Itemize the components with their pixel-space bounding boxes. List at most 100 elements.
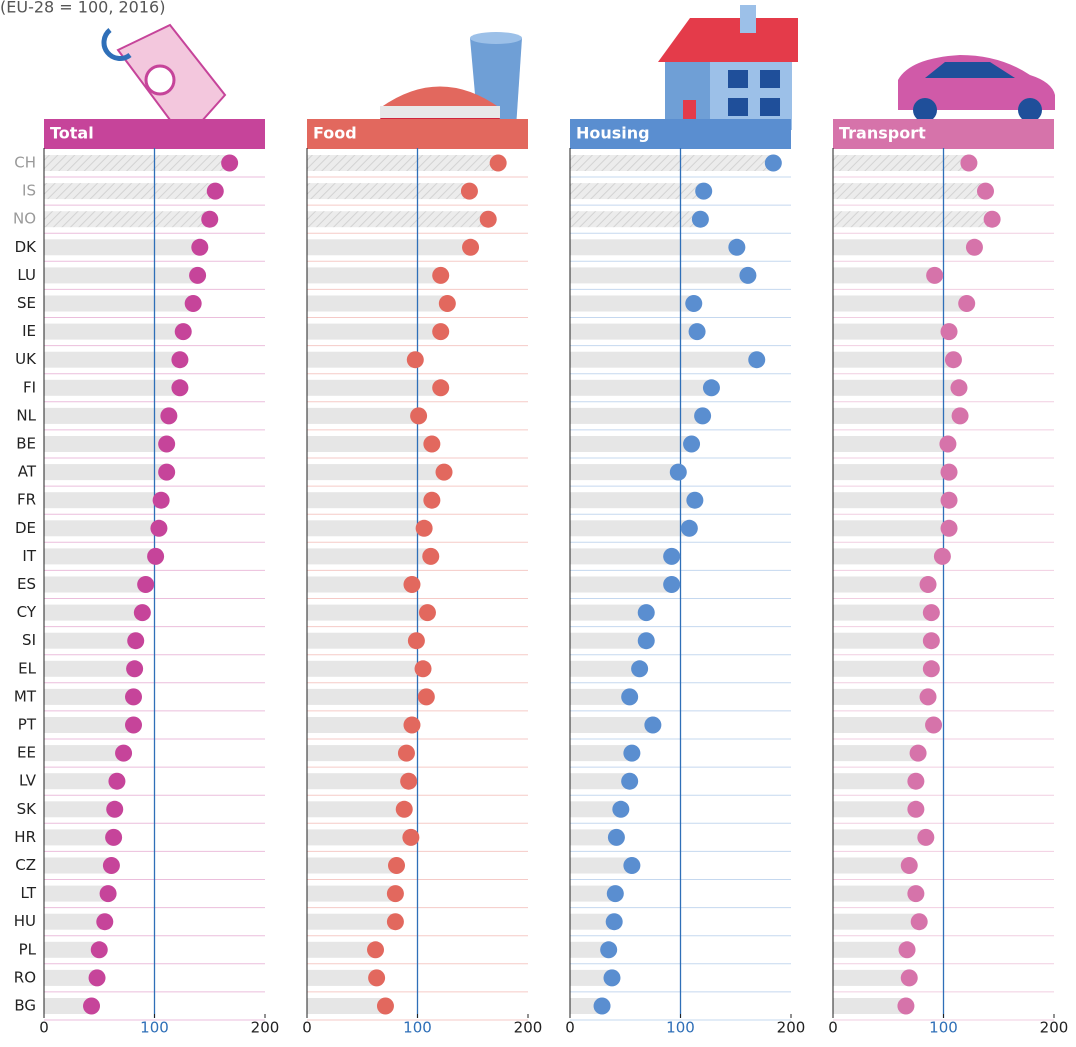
category-label: RO — [14, 968, 36, 986]
dot — [489, 154, 507, 172]
bar — [44, 295, 194, 312]
bar — [44, 576, 146, 593]
bar — [44, 351, 180, 368]
bar — [307, 464, 445, 481]
x-tick-label: 0 — [565, 1019, 575, 1037]
x-tick-label: 0 — [828, 1019, 838, 1037]
dot — [479, 210, 497, 228]
dot — [432, 266, 450, 284]
dot — [189, 266, 207, 284]
bar — [307, 492, 432, 509]
bar — [833, 211, 993, 228]
bar — [44, 436, 167, 452]
bar — [833, 632, 932, 649]
bar — [44, 267, 198, 284]
dot — [919, 688, 937, 706]
category-label: ES — [17, 575, 36, 593]
dot — [603, 969, 621, 987]
dot — [150, 519, 168, 537]
bar — [44, 998, 92, 1014]
bar — [307, 407, 419, 424]
bar — [833, 660, 932, 677]
dot — [438, 295, 456, 312]
dot — [410, 407, 428, 425]
dot — [417, 688, 435, 706]
bar — [833, 857, 910, 874]
bar — [307, 660, 424, 677]
bar — [44, 688, 134, 705]
bar — [570, 885, 616, 902]
x-tick-label: 200 — [1040, 1019, 1069, 1037]
dot — [133, 604, 151, 622]
dot — [593, 997, 611, 1015]
subtitle: (EU-28 = 100, 2016) — [0, 0, 165, 17]
dot — [127, 632, 145, 650]
dot — [688, 323, 706, 341]
bar — [44, 492, 162, 509]
bar — [44, 520, 159, 537]
bar — [833, 998, 906, 1014]
bar — [307, 969, 377, 986]
dot — [898, 941, 916, 959]
bar — [44, 211, 210, 228]
dot — [435, 463, 453, 481]
bar — [44, 632, 136, 649]
dot — [414, 660, 432, 678]
dot — [685, 295, 703, 312]
dot — [910, 913, 928, 931]
category-label: BE — [16, 435, 36, 453]
panel-title: Transport — [839, 124, 926, 143]
category-label: DK — [15, 238, 38, 256]
x-tick-label: 200 — [514, 1019, 543, 1037]
bar — [307, 941, 376, 958]
dot — [105, 828, 123, 846]
x-tick-label: 0 — [39, 1019, 49, 1037]
dot — [940, 491, 958, 509]
category-label: LU — [17, 266, 36, 284]
bar — [570, 773, 630, 790]
bar — [307, 295, 448, 312]
dot — [422, 547, 440, 565]
bar — [44, 717, 134, 733]
dot — [607, 828, 625, 846]
bar — [833, 576, 929, 593]
bar — [570, 998, 603, 1014]
dot — [174, 323, 192, 341]
dot — [462, 238, 480, 256]
dot — [686, 491, 704, 509]
bar — [570, 688, 630, 705]
bar — [307, 688, 427, 705]
bar — [307, 998, 386, 1014]
bar — [570, 941, 609, 958]
dot — [926, 266, 944, 284]
bar — [307, 717, 412, 733]
bar — [570, 520, 690, 537]
dot — [919, 576, 937, 593]
bar — [307, 239, 471, 256]
bar — [570, 379, 712, 396]
dot — [386, 885, 404, 903]
x-tick-label: 200 — [251, 1019, 280, 1037]
bar — [44, 801, 115, 818]
bar — [833, 351, 954, 368]
car-icon — [898, 55, 1055, 122]
dot — [171, 379, 189, 397]
dot — [764, 154, 782, 172]
bar — [44, 379, 180, 396]
dot — [418, 604, 436, 622]
dot — [108, 772, 126, 790]
dot — [940, 463, 958, 481]
bar — [307, 323, 441, 340]
bar — [44, 183, 216, 200]
bar — [44, 604, 143, 621]
bar — [570, 548, 672, 565]
bar — [570, 829, 617, 846]
category-label: MT — [14, 687, 37, 705]
dot — [606, 885, 624, 903]
bar — [570, 464, 679, 481]
category-label: CY — [17, 603, 37, 621]
dot — [922, 632, 940, 650]
house-icon — [658, 5, 798, 130]
category-label: HU — [14, 912, 36, 930]
bar — [307, 913, 396, 930]
